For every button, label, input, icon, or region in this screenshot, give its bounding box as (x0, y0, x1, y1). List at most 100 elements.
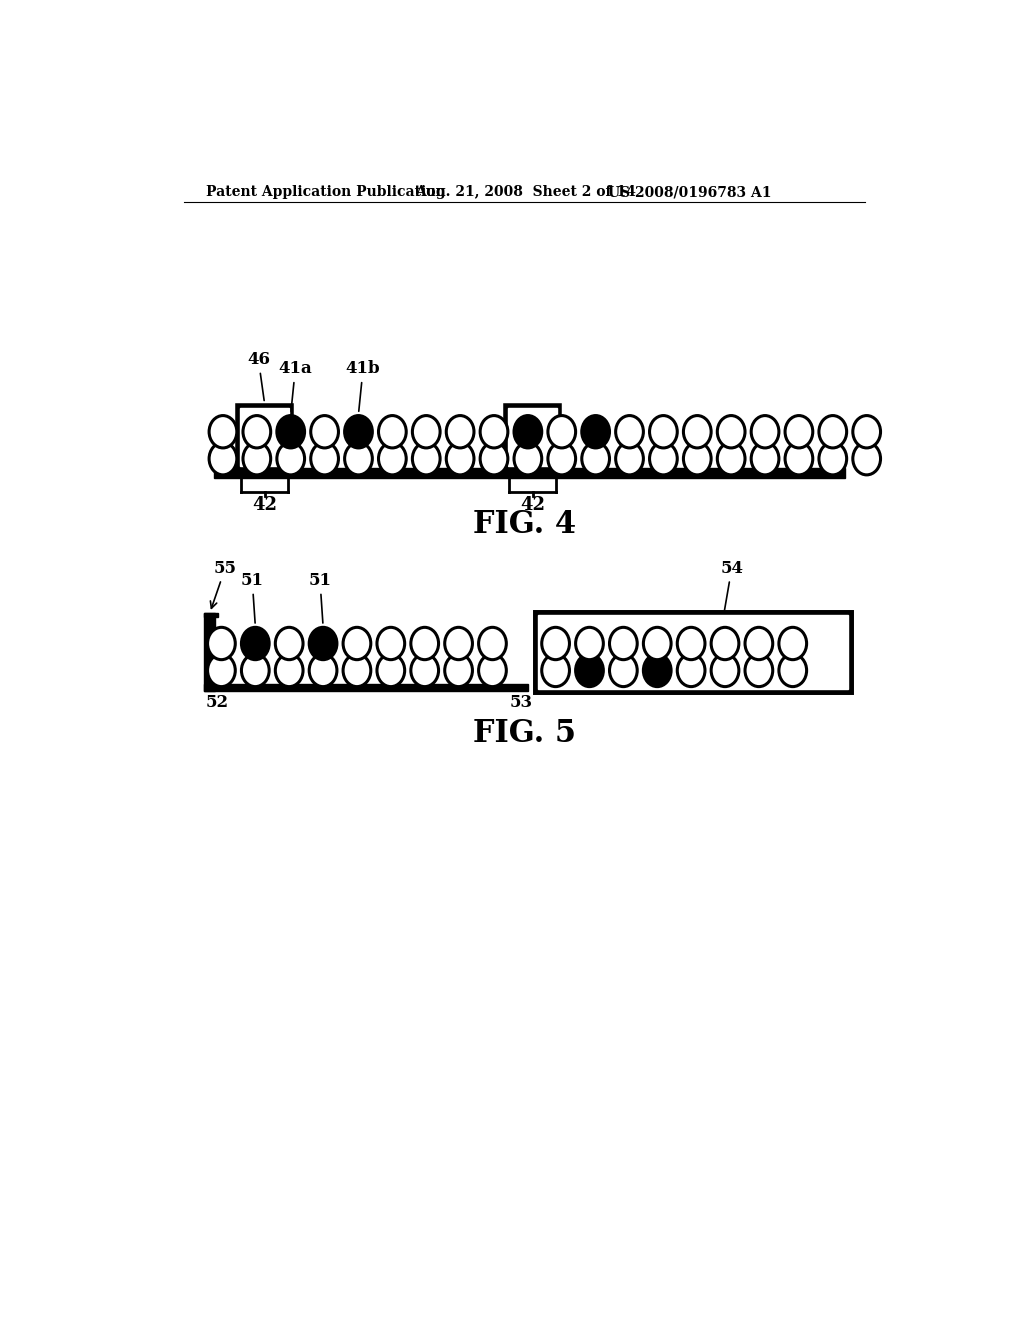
Ellipse shape (276, 416, 304, 447)
Ellipse shape (275, 655, 303, 686)
Ellipse shape (243, 442, 270, 475)
Text: 41b: 41b (346, 360, 380, 412)
Ellipse shape (413, 416, 440, 447)
Bar (205, 684, 528, 692)
Text: 41a: 41a (279, 360, 312, 412)
Ellipse shape (819, 416, 847, 447)
Bar (205, 612, 218, 616)
Ellipse shape (309, 655, 337, 686)
Ellipse shape (480, 416, 508, 447)
Ellipse shape (514, 442, 542, 475)
Text: 51: 51 (308, 572, 332, 623)
Ellipse shape (411, 655, 438, 686)
Ellipse shape (643, 627, 671, 660)
Ellipse shape (711, 627, 739, 660)
Ellipse shape (310, 416, 339, 447)
Ellipse shape (548, 442, 575, 475)
Ellipse shape (242, 655, 269, 686)
Ellipse shape (243, 416, 270, 447)
Bar (506, 407, 559, 469)
Ellipse shape (208, 655, 236, 686)
Ellipse shape (779, 627, 807, 660)
Text: 42: 42 (520, 496, 545, 515)
Ellipse shape (343, 627, 371, 660)
Ellipse shape (377, 655, 404, 686)
Ellipse shape (752, 442, 779, 475)
Ellipse shape (209, 442, 237, 475)
Bar (214, 469, 845, 478)
Text: US 2008/0196783 A1: US 2008/0196783 A1 (608, 185, 771, 199)
Ellipse shape (478, 655, 506, 686)
Ellipse shape (853, 442, 881, 475)
Ellipse shape (444, 655, 472, 686)
Bar (239, 407, 291, 469)
Ellipse shape (745, 655, 773, 686)
Ellipse shape (683, 442, 711, 475)
Ellipse shape (717, 416, 745, 447)
Ellipse shape (478, 627, 506, 660)
Text: Aug. 21, 2008  Sheet 2 of 14: Aug. 21, 2008 Sheet 2 of 14 (416, 185, 636, 199)
Ellipse shape (379, 416, 407, 447)
Text: 53: 53 (509, 694, 532, 711)
Text: 55: 55 (210, 560, 237, 609)
Ellipse shape (209, 416, 237, 447)
Ellipse shape (582, 416, 609, 447)
Text: FIG. 4: FIG. 4 (473, 508, 577, 540)
Bar (538, 615, 848, 689)
Bar (508, 408, 557, 466)
Ellipse shape (615, 416, 643, 447)
Ellipse shape (785, 416, 813, 447)
Ellipse shape (276, 442, 304, 475)
Ellipse shape (649, 442, 677, 475)
Text: FIG. 5: FIG. 5 (473, 718, 577, 750)
Text: 42: 42 (252, 496, 278, 515)
Ellipse shape (542, 655, 569, 686)
Ellipse shape (411, 627, 438, 660)
Ellipse shape (649, 416, 677, 447)
Ellipse shape (609, 627, 637, 660)
Bar (536, 612, 850, 692)
Ellipse shape (548, 416, 575, 447)
Ellipse shape (208, 627, 236, 660)
Ellipse shape (745, 627, 773, 660)
Ellipse shape (643, 655, 671, 686)
Ellipse shape (413, 442, 440, 475)
Ellipse shape (575, 655, 603, 686)
Text: 54: 54 (720, 560, 743, 610)
Ellipse shape (542, 627, 569, 660)
Ellipse shape (310, 442, 339, 475)
Ellipse shape (785, 442, 813, 475)
Text: 46: 46 (247, 351, 270, 400)
Ellipse shape (242, 627, 269, 660)
Ellipse shape (379, 442, 407, 475)
Ellipse shape (677, 627, 705, 660)
Ellipse shape (683, 416, 711, 447)
Ellipse shape (752, 416, 779, 447)
Ellipse shape (853, 416, 881, 447)
Ellipse shape (779, 655, 807, 686)
Ellipse shape (615, 442, 643, 475)
Text: Patent Application Publication: Patent Application Publication (206, 185, 445, 199)
Ellipse shape (480, 442, 508, 475)
Ellipse shape (309, 627, 337, 660)
Ellipse shape (609, 655, 637, 686)
Ellipse shape (345, 416, 373, 447)
Ellipse shape (446, 416, 474, 447)
Ellipse shape (717, 442, 745, 475)
Bar (240, 408, 289, 466)
Ellipse shape (711, 655, 739, 686)
Ellipse shape (446, 442, 474, 475)
Ellipse shape (514, 416, 542, 447)
Bar (205, 612, 215, 692)
Ellipse shape (575, 627, 603, 660)
Ellipse shape (444, 627, 472, 660)
Ellipse shape (275, 627, 303, 660)
Ellipse shape (345, 442, 373, 475)
Ellipse shape (377, 627, 404, 660)
Ellipse shape (819, 442, 847, 475)
Ellipse shape (343, 655, 371, 686)
Text: 52: 52 (206, 694, 229, 711)
Ellipse shape (677, 655, 705, 686)
Text: 51: 51 (241, 572, 264, 623)
Ellipse shape (582, 442, 609, 475)
